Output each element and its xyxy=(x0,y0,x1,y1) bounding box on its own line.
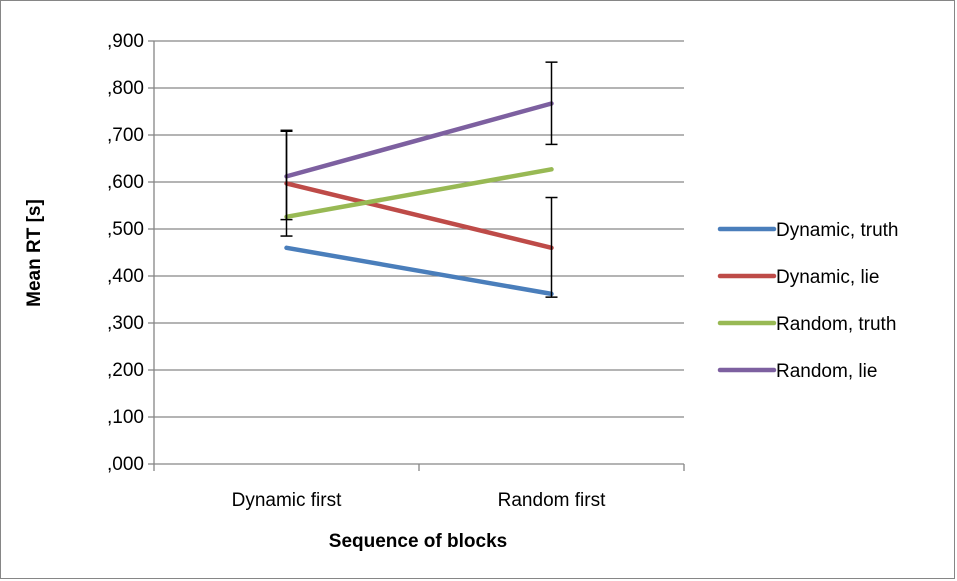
y-tick-label: ,600 xyxy=(107,172,144,193)
y-tick-labels: ,000 ,100 ,200 ,300 ,400 ,500 ,600 ,700 ,800 ,900 xyxy=(107,31,144,475)
series-line-4 xyxy=(284,101,554,179)
y-tick-label: ,400 xyxy=(107,266,144,287)
series-line-3 xyxy=(284,167,554,220)
y-tick-label: ,900 xyxy=(107,31,144,52)
legend-label: Random, lie xyxy=(776,361,877,382)
y-tick-label: ,700 xyxy=(107,125,144,146)
series-line-1 xyxy=(284,245,554,297)
legend-label: Random, truth xyxy=(776,314,896,335)
legend-label: Dynamic, truth xyxy=(776,220,898,241)
axes xyxy=(148,40,685,471)
x-tick-label: Dynamic first xyxy=(232,490,343,511)
series-line-2 xyxy=(284,181,554,251)
y-tick-label: ,300 xyxy=(107,313,144,334)
y-tick-label: ,500 xyxy=(107,219,144,240)
series-lines xyxy=(284,101,554,297)
gridlines xyxy=(154,40,684,418)
y-tick-label: ,800 xyxy=(107,78,144,99)
y-tick-label: ,000 xyxy=(107,454,144,475)
x-tick-label: Random first xyxy=(498,490,606,511)
error-bars xyxy=(280,61,558,298)
legend-label: Dynamic, lie xyxy=(776,267,879,288)
x-tick-labels: Dynamic first Random first xyxy=(232,490,606,511)
y-tick-label: ,200 xyxy=(107,360,144,381)
x-axis-title: Sequence of blocks xyxy=(329,531,507,552)
legend: Dynamic, truth Dynamic, lie Random, truth R… xyxy=(717,220,898,382)
y-axis-title: Mean RT [s] xyxy=(24,199,45,307)
y-tick-label: ,100 xyxy=(107,407,144,428)
